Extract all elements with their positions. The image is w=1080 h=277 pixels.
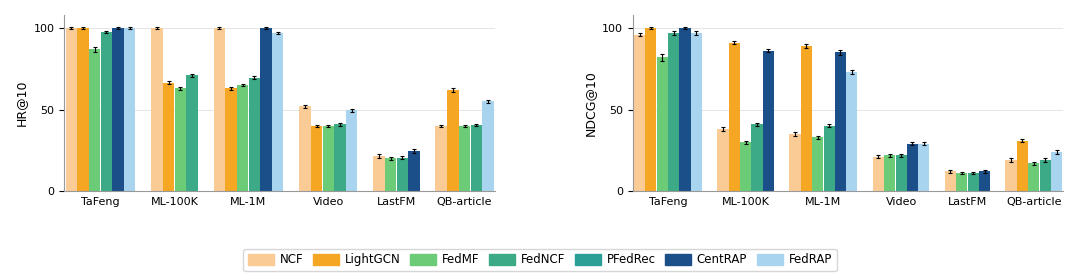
Bar	[669, 33, 679, 191]
Bar	[895, 155, 907, 191]
Bar	[956, 173, 968, 191]
Bar	[752, 124, 762, 191]
Bar	[78, 28, 89, 191]
Bar	[835, 52, 846, 191]
Bar	[299, 106, 311, 191]
Bar	[396, 158, 408, 191]
Bar	[346, 110, 357, 191]
Bar	[237, 85, 248, 191]
Legend: NCF, LightGCN, FedMF, FedNCF, PFedRec, CentRAP, FedRAP: NCF, LightGCN, FedMF, FedNCF, PFedRec, C…	[243, 249, 837, 271]
Bar	[124, 28, 135, 191]
Bar	[762, 51, 774, 191]
Bar	[789, 134, 800, 191]
Bar	[408, 151, 420, 191]
Bar	[1051, 152, 1062, 191]
Bar	[968, 173, 978, 191]
Bar	[471, 125, 482, 191]
Bar	[151, 28, 163, 191]
Bar	[646, 28, 657, 191]
Bar	[824, 126, 835, 191]
Bar	[374, 156, 384, 191]
Bar	[873, 157, 883, 191]
Bar	[66, 28, 77, 191]
Bar	[885, 155, 895, 191]
Bar	[112, 28, 124, 191]
Bar	[800, 46, 812, 191]
Bar	[1040, 160, 1051, 191]
Bar	[918, 144, 930, 191]
Bar	[729, 43, 740, 191]
Bar	[272, 33, 283, 191]
Bar	[447, 90, 459, 191]
Bar	[323, 126, 334, 191]
Bar	[334, 124, 346, 191]
Bar	[1017, 140, 1028, 191]
Bar	[175, 88, 186, 191]
Bar	[634, 35, 645, 191]
Y-axis label: NDCG@10: NDCG@10	[583, 70, 596, 136]
Bar	[248, 78, 260, 191]
Bar	[812, 137, 823, 191]
Bar	[459, 126, 470, 191]
Bar	[740, 142, 752, 191]
Bar	[384, 158, 396, 191]
Y-axis label: HR@10: HR@10	[15, 80, 28, 126]
Bar	[907, 144, 918, 191]
Bar	[163, 83, 174, 191]
Bar	[100, 32, 112, 191]
Bar	[186, 75, 198, 191]
Bar	[945, 171, 956, 191]
Bar	[978, 171, 990, 191]
Bar	[311, 126, 322, 191]
Bar	[260, 28, 272, 191]
Bar	[847, 72, 858, 191]
Bar	[679, 28, 690, 191]
Bar	[657, 57, 667, 191]
Bar	[1005, 160, 1016, 191]
Bar	[717, 129, 729, 191]
Bar	[226, 88, 237, 191]
Bar	[214, 28, 225, 191]
Bar	[691, 33, 702, 191]
Bar	[435, 126, 447, 191]
Bar	[89, 49, 100, 191]
Bar	[482, 101, 494, 191]
Bar	[1028, 163, 1039, 191]
